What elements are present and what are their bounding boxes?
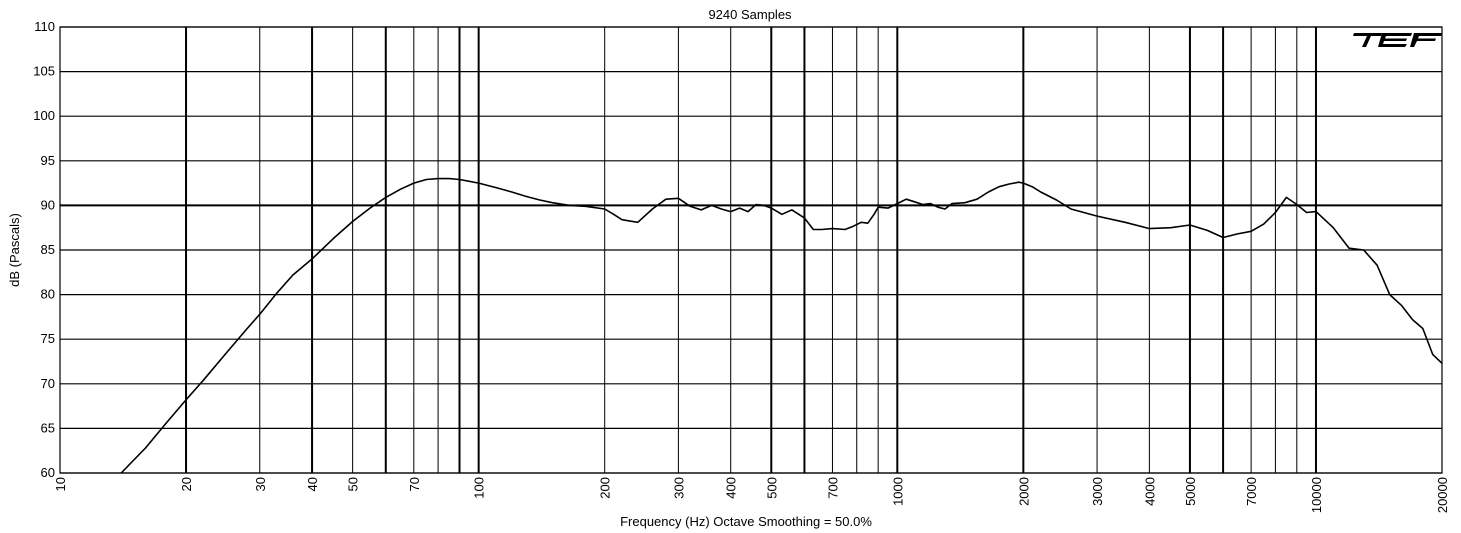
y-tick-label: 100 (33, 108, 55, 123)
y-tick-label: 65 (41, 420, 55, 435)
y-tick-label: 85 (41, 242, 55, 257)
y-axis-title: dB (Pascals) (7, 213, 22, 287)
x-tick-label: 40 (305, 477, 320, 491)
x-tick-label: 1000 (890, 477, 905, 506)
y-tick-labels: 60 65 70 75 80 85 90 95 100 105 110 (33, 19, 55, 480)
x-tick-label: 3000 (1090, 477, 1105, 506)
x-tick-label: 10000 (1309, 477, 1324, 513)
x-axis-title: Frequency (Hz) Octave Smoothing = 50.0% (620, 514, 872, 529)
x-tick-labels: 10 20 30 40 50 70 100 200 300 400 500 700 1000 2000 30… (53, 477, 1450, 513)
grid (59, 26, 1443, 474)
x-tick-label: 7000 (1244, 477, 1259, 506)
x-tick-label: 400 (724, 477, 739, 499)
x-tick-label: 500 (764, 477, 779, 499)
y-tick-label: 95 (41, 153, 55, 168)
y-tick-label: 75 (41, 331, 55, 346)
response-curve (120, 177, 1443, 474)
x-tick-label: 50 (346, 477, 361, 491)
plot-frame (59, 26, 1443, 474)
x-tick-label: 20 (179, 477, 194, 491)
x-tick-label: 200 (598, 477, 613, 499)
y-tick-label: 60 (41, 465, 55, 480)
tef-logo (1353, 33, 1442, 47)
chart-title: 9240 Samples (708, 7, 792, 22)
x-tick-label: 300 (671, 477, 686, 499)
x-tick-label: 10 (53, 477, 68, 491)
x-tick-label: 5000 (1183, 477, 1198, 506)
x-tick-label: 700 (825, 477, 840, 499)
x-tick-label: 4000 (1142, 477, 1157, 506)
y-tick-label: 110 (34, 19, 55, 34)
x-tick-label: 70 (407, 477, 422, 491)
x-tick-label: 100 (472, 477, 487, 499)
x-tick-label: 2000 (1016, 477, 1031, 506)
y-tick-label: 105 (33, 64, 55, 79)
y-tick-label: 90 (41, 197, 55, 212)
x-tick-label: 30 (253, 477, 268, 491)
x-tick-label: 20000 (1435, 477, 1450, 513)
y-tick-label: 70 (41, 376, 55, 391)
y-tick-label: 80 (41, 287, 55, 302)
